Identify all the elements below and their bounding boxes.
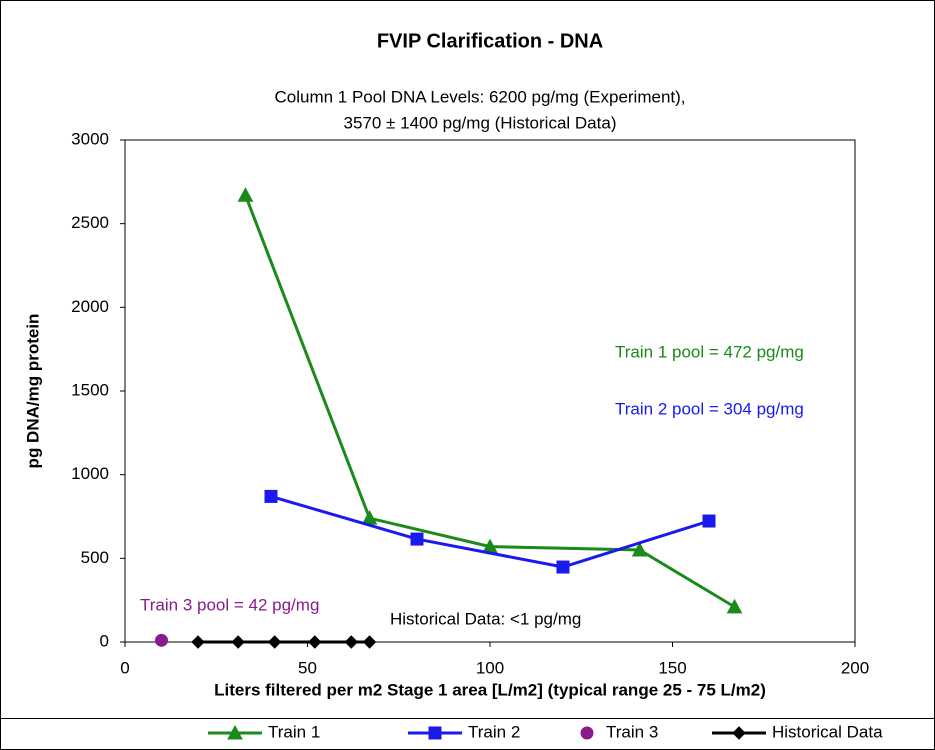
data-point (362, 635, 377, 649)
series-line (270, 494, 710, 569)
annotation: Train 3 pool = 42 pg/mg (140, 595, 319, 614)
data-point (155, 633, 168, 647)
data-point (726, 598, 743, 614)
y-tick-label: 2000 (71, 297, 109, 316)
data-point (631, 541, 648, 557)
annotation: Train 1 pool = 472 pg/mg (615, 342, 804, 361)
chart-title: FVIP Clarification - DNA (377, 30, 603, 52)
annotation: Train 2 pool = 304 pg/mg (615, 399, 804, 418)
data-point (308, 635, 322, 649)
data-point (344, 635, 359, 649)
legend-marker (227, 724, 243, 740)
data-point (410, 532, 424, 546)
y-tick-label: 1000 (71, 464, 109, 483)
data-point (267, 635, 282, 649)
y-tick-label: 0 (100, 631, 109, 650)
y-axis-label: pg DNA/mg protein (23, 314, 42, 469)
annotation: Historical Data: <1 pg/mg (390, 609, 581, 628)
y-tick-label: 2500 (71, 213, 109, 232)
x-tick-label: 50 (298, 658, 317, 677)
data-point (231, 635, 245, 649)
legend-label: Train 3 (606, 722, 658, 741)
subtitle: 3570 ± 1400 pg/mg (Historical Data) (344, 113, 617, 132)
x-tick-label: 0 (120, 658, 129, 677)
y-tick-label: 3000 (71, 129, 109, 148)
legend-label: Historical Data (772, 722, 883, 741)
x-tick-label: 150 (658, 658, 686, 677)
subtitle: Column 1 Pool DNA Levels: 6200 pg/mg (Ex… (274, 87, 685, 106)
x-tick-label: 200 (841, 658, 869, 677)
data-point (702, 514, 716, 528)
legend-label: Train 1 (268, 722, 320, 741)
x-tick-label: 100 (476, 658, 504, 677)
legend-marker (580, 726, 594, 740)
legend-marker (732, 726, 746, 740)
data-point (556, 560, 570, 574)
data-point (237, 187, 254, 202)
data-point (191, 635, 205, 649)
legend-marker (428, 726, 442, 740)
legend-label: Train 2 (468, 722, 520, 741)
data-point (264, 489, 278, 503)
y-tick-label: 500 (81, 548, 109, 567)
y-tick-label: 1500 (71, 380, 109, 399)
x-axis-label: Liters filtered per m2 Stage 1 area [L/m… (214, 680, 766, 699)
